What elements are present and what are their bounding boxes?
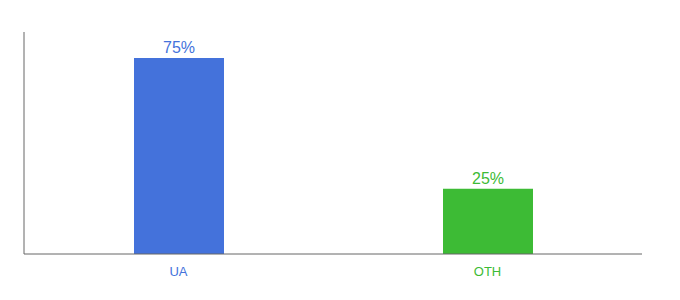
- svg-text:25%: 25%: [472, 170, 504, 187]
- svg-text:75%: 75%: [163, 39, 195, 56]
- svg-text:OTH: OTH: [474, 264, 501, 279]
- svg-text:UA: UA: [169, 264, 187, 279]
